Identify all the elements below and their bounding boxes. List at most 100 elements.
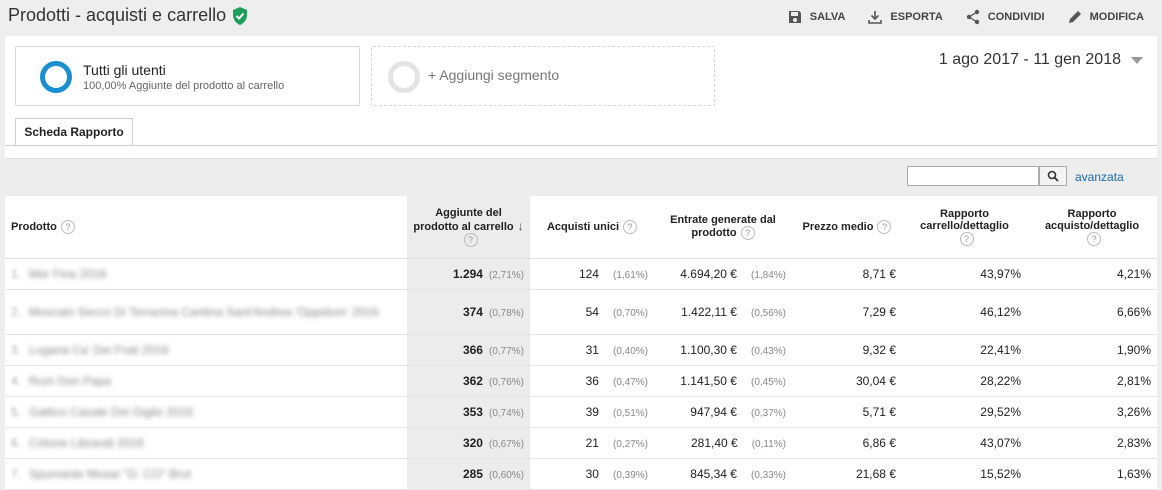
unique-percent: (0,51%) bbox=[612, 408, 648, 419]
revenue-percent: (0,56%) bbox=[750, 308, 786, 319]
save-button[interactable]: SALVA bbox=[787, 9, 845, 25]
revenue-percent: (0,11%) bbox=[751, 439, 786, 450]
cell-revenue: 947,94 € (0,37%) bbox=[654, 396, 792, 428]
adds-value: 353 bbox=[462, 405, 483, 419]
col-product[interactable]: Prodotto? bbox=[5, 196, 407, 259]
product-name[interactable]: Gattico Casale Del Giglio 2016 bbox=[29, 405, 194, 419]
help-icon[interactable]: ? bbox=[623, 220, 638, 234]
unique-percent: (0,27%) bbox=[612, 439, 648, 450]
adds-percent: (0,78%) bbox=[488, 308, 524, 319]
cell-price: 9,32 € bbox=[792, 334, 902, 366]
revenue-percent: (0,37%) bbox=[750, 408, 786, 419]
cell-product[interactable]: 4. Rum Don Papa bbox=[5, 365, 407, 397]
edit-button[interactable]: MODIFICA bbox=[1067, 9, 1144, 25]
col-cart-detail[interactable]: Rapporto carrello/dettaglio? bbox=[902, 196, 1027, 259]
help-icon[interactable]: ? bbox=[1087, 232, 1101, 246]
product-name[interactable]: Lugana Ca' Dei Frati 2016 bbox=[29, 343, 169, 357]
cell-unique: 124 (1,61%) bbox=[530, 258, 654, 290]
help-icon[interactable]: ? bbox=[60, 220, 75, 234]
unique-value: 39 bbox=[585, 405, 599, 419]
help-icon[interactable]: ? bbox=[740, 226, 755, 240]
cell-price: 30,04 € bbox=[792, 365, 902, 397]
data-table: Prodotto? Aggiunte del prodotto al carre… bbox=[5, 196, 1157, 490]
unique-value: 30 bbox=[585, 467, 599, 481]
unique-value: 54 bbox=[585, 305, 599, 319]
cell-cart-ratio: 28,22% bbox=[902, 365, 1027, 397]
cell-product[interactable]: 7. Spumante Mosar "D. CO" Brut bbox=[5, 458, 407, 490]
cell-revenue: 281,40 € (0,11%) bbox=[654, 427, 792, 459]
cell-revenue: 1.141,50 € (0,45%) bbox=[654, 365, 792, 397]
segment-all-users[interactable]: Tutti gli utenti 100,00% Aggiunte del pr… bbox=[15, 46, 360, 106]
table-row: 7. Spumante Mosar "D. CO" Brut 285 (0,60%)… bbox=[5, 458, 1157, 490]
product-name[interactable]: Mer Fina 2016 bbox=[29, 267, 107, 281]
cell-revenue: 1.100,30 € (0,43%) bbox=[654, 334, 792, 366]
adds-value: 1.294 bbox=[452, 267, 483, 281]
price-value: 30,04 € bbox=[855, 374, 896, 388]
revenue-value: 845,34 € bbox=[690, 467, 737, 481]
add-segment-button[interactable]: + Aggiungi segmento bbox=[371, 46, 715, 106]
unique-value: 21 bbox=[585, 436, 599, 450]
col-buy-detail[interactable]: Rapporto acquisto/dettaglio? bbox=[1027, 196, 1157, 259]
cell-unique: 36 (0,47%) bbox=[530, 365, 654, 397]
col-revenue[interactable]: Entrate generate dal prodotto? bbox=[654, 196, 792, 259]
report-panel: Tutti gli utenti 100,00% Aggiunte del pr… bbox=[5, 36, 1157, 490]
unique-percent: (0,40%) bbox=[612, 346, 648, 357]
table-row: 1. Mer Fina 2016 1.294 (2,71%) 124 (1,61%) … bbox=[5, 258, 1157, 290]
cart-ratio-value: 46,12% bbox=[980, 305, 1021, 319]
help-icon[interactable]: ? bbox=[463, 233, 478, 247]
segment-subtitle: 100,00% Aggiunte del prodotto al carrell… bbox=[83, 80, 285, 92]
segment-title: Tutti gli utenti bbox=[83, 62, 166, 78]
cell-unique: 31 (0,40%) bbox=[530, 334, 654, 366]
segment-ring-icon bbox=[40, 61, 72, 93]
share-button[interactable]: CONDIVIDI bbox=[965, 9, 1045, 25]
col-buy-label: Rapporto acquisto/dettaglio bbox=[1044, 208, 1140, 232]
cell-product[interactable]: 2. Moscato Secco Di Terracina Cantina San… bbox=[5, 289, 407, 335]
date-range-label: 1 ago 2017 - 11 gen 2018 bbox=[938, 51, 1121, 68]
cell-revenue: 1.422,11 € (0,56%) bbox=[654, 289, 792, 335]
product-name[interactable]: Critone Librandi 2016 bbox=[29, 436, 144, 450]
date-range-picker[interactable]: 1 ago 2017 - 11 gen 2018 bbox=[939, 51, 1143, 69]
revenue-value: 4.694,20 € bbox=[680, 267, 737, 281]
tab-report[interactable]: Scheda Rapporto bbox=[15, 118, 133, 146]
search-button[interactable] bbox=[1039, 166, 1067, 186]
cell-unique: 21 (0,27%) bbox=[530, 427, 654, 459]
advanced-filter-link[interactable]: avanzata bbox=[1075, 170, 1124, 184]
cell-product[interactable]: 3. Lugana Ca' Dei Frati 2016 bbox=[5, 334, 407, 366]
cart-ratio-value: 15,52% bbox=[980, 467, 1021, 481]
col-price[interactable]: Prezzo medio? bbox=[792, 196, 902, 259]
col-unique[interactable]: Acquisti unici? bbox=[530, 196, 654, 259]
help-icon[interactable]: ? bbox=[959, 232, 974, 246]
search-icon bbox=[1047, 170, 1059, 182]
cell-product[interactable]: 5. Gattico Casale Del Giglio 2016 bbox=[5, 396, 407, 428]
revenue-percent: (0,33%) bbox=[750, 470, 786, 481]
cart-ratio-value: 43,07% bbox=[980, 436, 1021, 450]
cell-buy-ratio: 1,63% bbox=[1027, 458, 1157, 490]
row-number: 5. bbox=[11, 405, 22, 419]
cell-product[interactable]: 1. Mer Fina 2016 bbox=[5, 258, 407, 290]
add-segment-label: + Aggiungi segmento bbox=[428, 67, 560, 83]
adds-value: 285 bbox=[462, 467, 483, 481]
product-name[interactable]: Rum Don Papa bbox=[29, 374, 112, 388]
col-adds[interactable]: Aggiunte del prodotto al carrello ↓? bbox=[407, 196, 530, 259]
revenue-value: 947,94 € bbox=[690, 405, 737, 419]
search-input[interactable] bbox=[907, 166, 1039, 186]
cell-product[interactable]: 6. Critone Librandi 2016 bbox=[5, 427, 407, 459]
unique-value: 36 bbox=[585, 374, 599, 388]
revenue-value: 1.141,50 € bbox=[680, 374, 737, 388]
help-icon[interactable]: ? bbox=[877, 220, 892, 234]
cart-ratio-value: 43,97% bbox=[980, 267, 1021, 281]
col-revenue-label: Entrate generate dal prodotto bbox=[670, 214, 776, 239]
adds-percent: (0,74%) bbox=[488, 408, 524, 419]
product-name[interactable]: Moscato Secco Di Terracina Cantina Sant'… bbox=[29, 305, 379, 319]
adds-percent: (0,77%) bbox=[488, 346, 524, 357]
product-name[interactable]: Spumante Mosar "D. CO" Brut bbox=[29, 467, 191, 481]
export-button[interactable]: ESPORTA bbox=[867, 9, 943, 25]
row-number: 2. bbox=[11, 305, 22, 319]
revenue-value: 1.422,11 € bbox=[681, 305, 737, 319]
cart-ratio-value: 28,22% bbox=[980, 374, 1021, 388]
table-row: 2. Moscato Secco Di Terracina Cantina San… bbox=[5, 289, 1157, 335]
revenue-percent: (1,84%) bbox=[750, 270, 786, 281]
page-title-text: Prodotti - acquisti e carrello bbox=[8, 5, 227, 25]
adds-percent: (0,60%) bbox=[488, 470, 524, 481]
cell-unique: 39 (0,51%) bbox=[530, 396, 654, 428]
